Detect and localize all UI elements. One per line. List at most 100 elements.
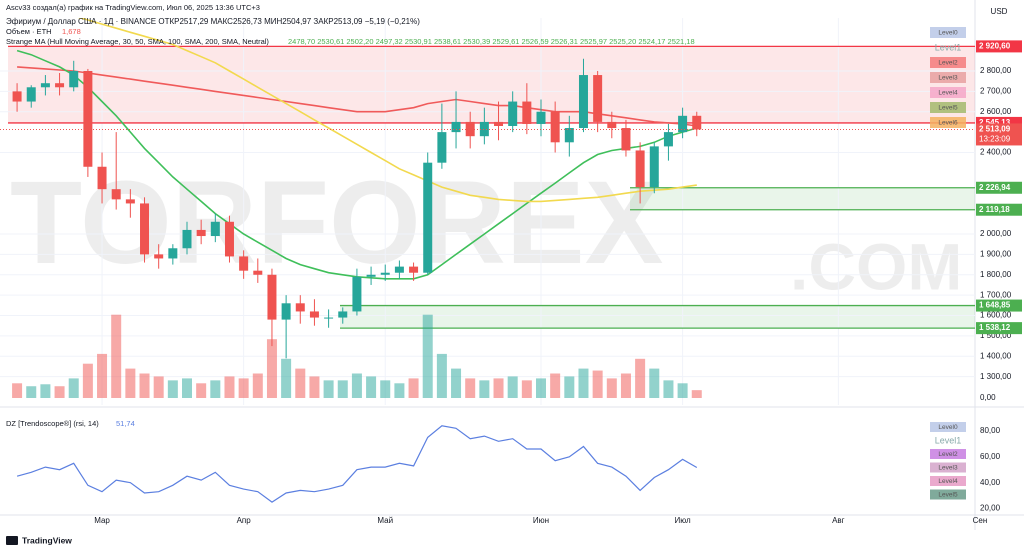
- volume-bar: [295, 368, 306, 398]
- rsi-label: DZ [Trendoscope®] (rsi, 14): [6, 419, 99, 428]
- volume-bar: [677, 383, 688, 398]
- candle-body: [621, 128, 631, 151]
- volume-bar: [224, 376, 235, 398]
- volume-bar: [507, 376, 518, 398]
- rsi-level-box: [930, 476, 966, 486]
- volume-bar: [26, 386, 37, 398]
- volume-bar: [266, 339, 277, 398]
- plot: [0, 18, 975, 405]
- level-label-box: [976, 203, 1022, 216]
- level-label: 2 545,13: [979, 118, 1011, 127]
- y-tick-label: 1 900,00: [980, 249, 1012, 258]
- volume-value: 1,678: [62, 27, 81, 36]
- zone: [630, 187, 975, 210]
- watermark: TORFOREX: [10, 157, 663, 289]
- level-label-box: [976, 181, 1022, 194]
- candle-body: [97, 166, 107, 190]
- x-tick-label: Июл: [674, 516, 691, 525]
- x-tick-label: Авг: [832, 516, 845, 525]
- candle-body: [366, 274, 376, 277]
- level-label: 2 226,94: [979, 183, 1011, 192]
- level-box: [930, 117, 966, 128]
- volume-bar: [649, 368, 660, 398]
- rsi-value: 51,74: [116, 419, 135, 428]
- rsi-tick-label: 60,00: [980, 452, 1001, 461]
- volume-bar: [564, 376, 575, 398]
- volume-bar: [238, 378, 249, 398]
- candle-body: [494, 121, 504, 126]
- candle-body: [154, 254, 164, 259]
- footer-logo: [6, 536, 18, 545]
- candle-body: [281, 303, 291, 320]
- level-label: 1 538,12: [979, 323, 1011, 332]
- level-label-box: [976, 40, 1022, 53]
- volume-bar: [521, 380, 532, 398]
- volume-bar: [337, 380, 348, 398]
- last-price-label: 2 513,09: [979, 125, 1011, 134]
- candle-body: [338, 311, 348, 318]
- candle-body: [352, 276, 362, 312]
- volume-bar: [139, 373, 150, 398]
- candle-body: [522, 101, 532, 124]
- y-tick-label: 1 700,00: [980, 290, 1012, 299]
- volume-bar: [111, 314, 122, 398]
- volume-bar: [408, 378, 419, 398]
- level-name: Level4: [938, 90, 958, 97]
- rsi-level-box: [930, 422, 966, 432]
- volume-bar: [635, 358, 646, 398]
- volume-bar: [451, 368, 462, 398]
- volume-bar: [323, 380, 334, 398]
- indicator-label: Strange MA (Hull Moving Average, 30, 50,…: [6, 37, 269, 46]
- candle-body: [309, 311, 319, 318]
- y-tick-label: 2 700,00: [980, 86, 1012, 95]
- candle-body: [423, 162, 433, 273]
- rsi-level-box: [930, 462, 966, 473]
- x-tick-label: Май: [377, 516, 393, 525]
- volume-bar: [578, 368, 589, 398]
- candle-body: [55, 83, 65, 88]
- rsi-level-name: Level2: [938, 451, 958, 458]
- candle-body: [196, 229, 206, 237]
- level-box: [930, 102, 966, 113]
- candle-body: [40, 83, 50, 88]
- volume-bar: [394, 383, 405, 398]
- rsi-level-name: Level3: [938, 465, 958, 472]
- level-label-box: [976, 299, 1022, 312]
- volume-bar: [210, 380, 221, 398]
- y-tick-label: 1 400,00: [980, 351, 1012, 360]
- candle-body: [324, 317, 334, 319]
- volume-bar: [620, 373, 631, 398]
- candle-body: [380, 272, 390, 275]
- rsi-tick-label: 20,00: [980, 504, 1001, 513]
- volume-bar: [309, 376, 320, 398]
- rsi-level-box: [930, 449, 966, 459]
- symbol-title: Эфириум / Доллар США · 1Д · BINANCE ОТКР…: [6, 17, 420, 26]
- currency: USD: [991, 7, 1008, 16]
- candle-body: [12, 91, 22, 102]
- rsi-level-name: Level5: [938, 492, 958, 499]
- rsi-tick-label: 80,00: [980, 426, 1001, 435]
- x-tick-label: Июн: [533, 516, 549, 525]
- watermark-group: TORFOREX .COM: [10, 157, 962, 303]
- level-box: [930, 57, 966, 68]
- candle-body: [550, 111, 560, 143]
- level-name: Level1: [935, 42, 962, 52]
- volume-bar: [592, 370, 603, 398]
- volume-bar: [380, 380, 391, 398]
- x-tick-label: Мар: [94, 516, 110, 525]
- rsi-line: [16, 425, 698, 503]
- y-tick-label: 2 800,00: [980, 66, 1012, 75]
- volume-bar: [196, 383, 207, 398]
- level-name: Level0: [938, 30, 958, 37]
- watermark-suffix: .COM: [790, 229, 962, 303]
- volume-bar: [422, 314, 433, 398]
- volume-bar: [82, 363, 93, 398]
- level-label-box: [976, 322, 1022, 335]
- y-tick-label: 2 600,00: [980, 107, 1012, 116]
- volume-bar: [153, 376, 164, 398]
- candle-body: [451, 121, 461, 133]
- volume-bar: [125, 368, 136, 398]
- y-tick-label: 1 600,00: [980, 311, 1012, 320]
- candle-body: [111, 189, 121, 200]
